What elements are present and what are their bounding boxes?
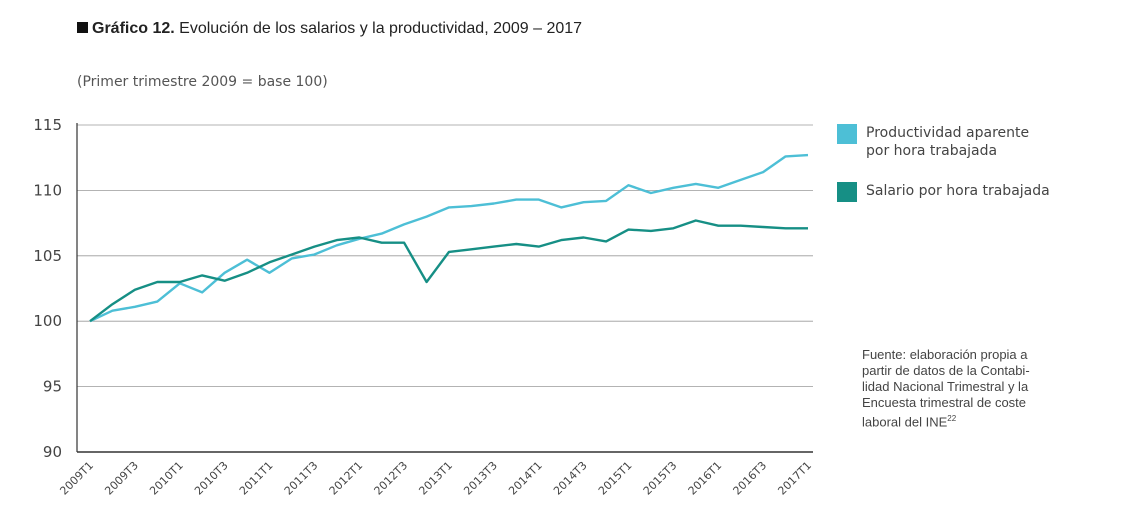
legend-label-productividad: Productividad aparente por hora trabajad… [866, 125, 1030, 159]
x-tick-label-2014T3: 2014T3 [551, 459, 590, 498]
x-tick-label-2012T1: 2012T1 [327, 459, 366, 498]
series-line-salario [89, 219, 808, 323]
x-tick-label-2013T1: 2013T1 [416, 459, 455, 498]
x-tick-label-2009T3: 2009T3 [102, 459, 141, 498]
x-tick-label-2011T1: 2011T1 [237, 459, 276, 498]
x-tick-label-2014T1: 2014T1 [506, 459, 545, 498]
series-line-productividad [89, 153, 809, 323]
x-tick-label-2017T1: 2017T1 [775, 459, 814, 498]
square-bullet-icon [77, 22, 88, 33]
legend-label-salario: Salario por hora trabajada [866, 183, 1050, 199]
legend-item-salario: Salario por hora trabajada [837, 182, 1050, 202]
footnote-marker: 22 [947, 414, 957, 423]
x-tick-label-2009T1: 2009T1 [57, 459, 96, 498]
x-tick-label-2011T3: 2011T3 [282, 459, 321, 498]
source-note: Fuente: elaboración propia a partir de d… [862, 347, 1052, 430]
x-tick-label-2016T1: 2016T1 [686, 459, 725, 498]
x-tick-label-2010T1: 2010T1 [147, 459, 186, 498]
x-tick-label-2012T3: 2012T3 [372, 459, 411, 498]
x-tick-label-2016T3: 2016T3 [731, 459, 770, 498]
chart-title: Gráfico 12. Evolución de los salarios y … [77, 20, 582, 38]
y-tick-label-105: 105 [33, 247, 62, 265]
chart-subtitle: (Primer trimestre 2009 = base 100) [77, 74, 328, 90]
x-tick-label-2010T3: 2010T3 [192, 459, 231, 498]
legend-swatch-productividad [837, 124, 857, 144]
figure-label: Gráfico 12. [92, 20, 175, 37]
y-tick-label-95: 95 [43, 378, 62, 396]
legend-item-productividad: Productividad aparente por hora trabajad… [837, 124, 1029, 160]
x-tick-label-2013T3: 2013T3 [461, 459, 500, 498]
title-text: Evolución de los salarios y la productiv… [174, 20, 583, 37]
x-tick-label-2015T3: 2015T3 [641, 459, 680, 498]
source-text: Fuente: elaboración propia a partir de d… [862, 347, 1030, 430]
x-tick-label-2015T1: 2015T1 [596, 459, 635, 498]
y-tick-label-100: 100 [33, 312, 62, 330]
y-tick-label-90: 90 [43, 443, 62, 461]
legend-swatch-salario [837, 182, 857, 202]
y-tick-label-115: 115 [33, 116, 62, 134]
y-tick-label-110: 110 [33, 181, 62, 199]
